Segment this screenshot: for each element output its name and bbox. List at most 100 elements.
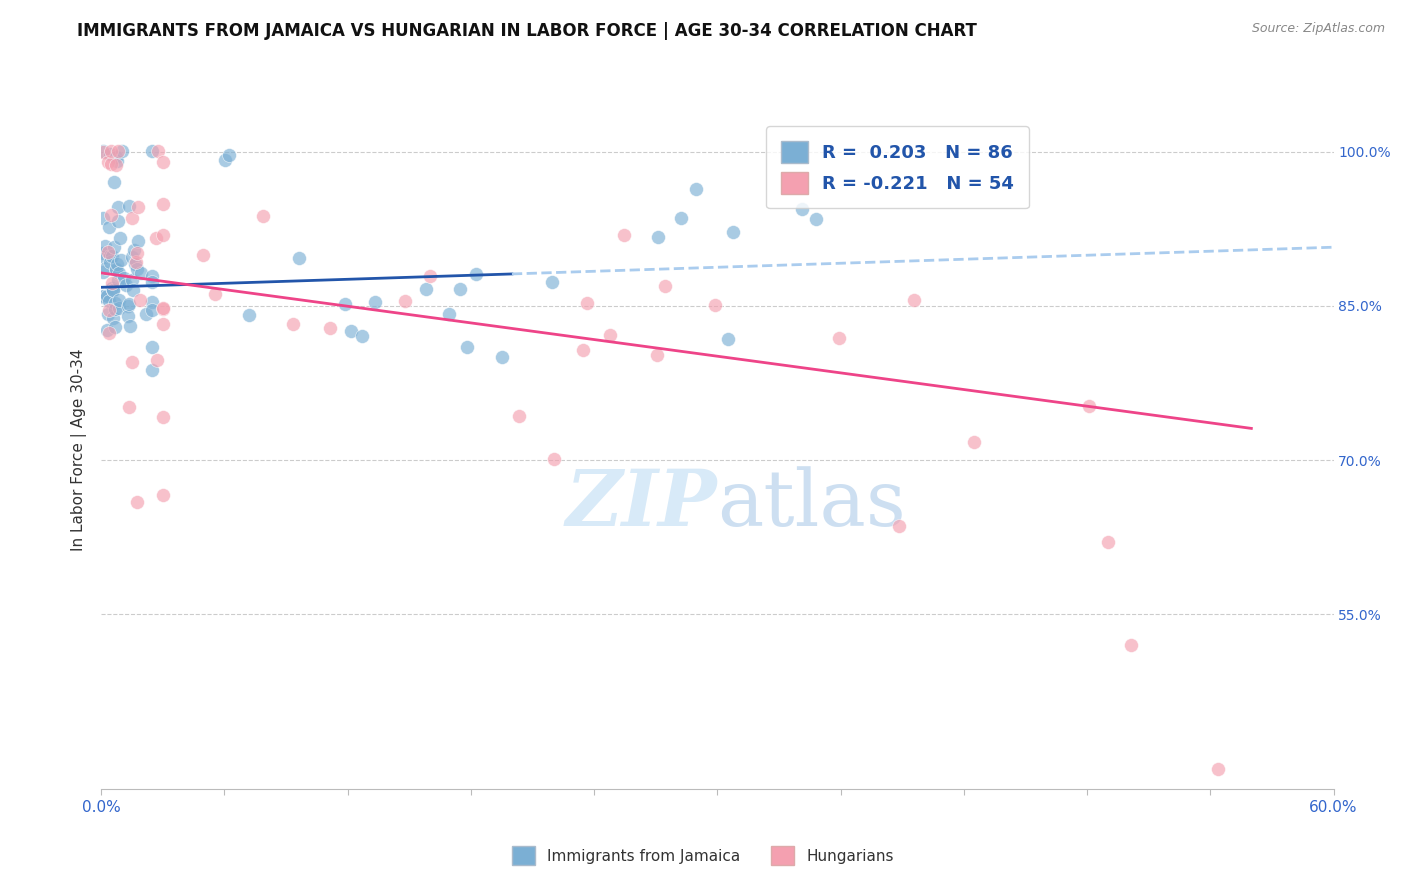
Point bbox=[449, 282, 471, 296]
Point bbox=[1206, 762, 1229, 776]
Point bbox=[903, 293, 925, 307]
Point bbox=[146, 144, 169, 158]
Point bbox=[669, 211, 692, 225]
Point bbox=[333, 297, 356, 311]
Point bbox=[98, 303, 121, 318]
Point bbox=[104, 301, 127, 316]
Point bbox=[91, 211, 114, 225]
Point bbox=[97, 326, 120, 340]
Point bbox=[120, 318, 142, 333]
Point bbox=[152, 301, 174, 316]
Point bbox=[508, 409, 530, 423]
Point bbox=[97, 293, 120, 308]
Point bbox=[121, 355, 143, 369]
Point bbox=[647, 348, 669, 362]
Point bbox=[127, 245, 149, 260]
Point bbox=[576, 296, 599, 310]
Text: Source: ZipAtlas.com: Source: ZipAtlas.com bbox=[1251, 22, 1385, 36]
Point bbox=[118, 198, 141, 212]
Point bbox=[465, 268, 488, 282]
Point bbox=[91, 246, 114, 260]
Point bbox=[141, 275, 163, 289]
Point bbox=[117, 299, 139, 313]
Point bbox=[97, 154, 120, 169]
Point bbox=[887, 518, 910, 533]
Point bbox=[105, 257, 128, 271]
Point bbox=[129, 293, 152, 307]
Point bbox=[117, 310, 139, 324]
Point bbox=[101, 283, 124, 297]
Point bbox=[287, 251, 309, 265]
Point bbox=[152, 317, 174, 331]
Point bbox=[152, 155, 174, 169]
Point bbox=[717, 332, 740, 346]
Point bbox=[647, 230, 669, 244]
Point bbox=[107, 144, 129, 158]
Point bbox=[98, 249, 121, 263]
Point bbox=[141, 268, 163, 283]
Point bbox=[218, 148, 240, 162]
Point bbox=[103, 240, 125, 254]
Point bbox=[124, 255, 146, 269]
Point bbox=[135, 307, 157, 321]
Point bbox=[572, 343, 595, 357]
Point bbox=[93, 239, 115, 253]
Text: atlas: atlas bbox=[717, 467, 905, 542]
Point bbox=[350, 329, 373, 343]
Point bbox=[152, 301, 174, 315]
Point bbox=[107, 272, 129, 286]
Point bbox=[110, 253, 132, 268]
Point bbox=[121, 211, 143, 226]
Point bbox=[104, 295, 127, 310]
Point bbox=[141, 295, 163, 310]
Point bbox=[108, 293, 131, 307]
Point bbox=[152, 196, 174, 211]
Point bbox=[319, 320, 342, 334]
Point bbox=[339, 324, 361, 338]
Point bbox=[100, 254, 122, 268]
Point bbox=[103, 175, 125, 189]
Point bbox=[141, 363, 163, 377]
Point bbox=[91, 289, 114, 303]
Point bbox=[105, 157, 128, 171]
Point bbox=[127, 494, 149, 508]
Point bbox=[613, 227, 636, 242]
Point bbox=[111, 144, 134, 158]
Legend: R =  0.203   N = 86, R = -0.221   N = 54: R = 0.203 N = 86, R = -0.221 N = 54 bbox=[766, 127, 1029, 208]
Point bbox=[541, 275, 564, 289]
Legend: Immigrants from Jamaica, Hungarians: Immigrants from Jamaica, Hungarians bbox=[506, 840, 900, 871]
Point bbox=[100, 157, 122, 171]
Point bbox=[127, 200, 149, 214]
Point bbox=[101, 284, 124, 298]
Point bbox=[685, 181, 707, 195]
Point bbox=[141, 144, 163, 158]
Point bbox=[98, 220, 121, 235]
Point bbox=[204, 287, 226, 301]
Point bbox=[491, 351, 513, 365]
Point bbox=[394, 294, 416, 309]
Point bbox=[214, 153, 236, 168]
Point bbox=[703, 297, 725, 311]
Point bbox=[112, 271, 135, 285]
Point bbox=[121, 283, 143, 297]
Point bbox=[93, 250, 115, 264]
Point bbox=[146, 352, 169, 367]
Point bbox=[599, 328, 621, 343]
Point bbox=[129, 266, 152, 280]
Point bbox=[104, 261, 127, 276]
Point bbox=[100, 144, 122, 158]
Point bbox=[127, 262, 149, 277]
Point bbox=[96, 289, 118, 303]
Point bbox=[804, 211, 827, 226]
Point bbox=[108, 266, 131, 280]
Point bbox=[654, 279, 676, 293]
Point bbox=[124, 243, 146, 257]
Point bbox=[105, 150, 128, 164]
Point bbox=[141, 341, 163, 355]
Point bbox=[118, 297, 141, 311]
Point bbox=[152, 409, 174, 424]
Point bbox=[1119, 638, 1142, 652]
Point bbox=[101, 311, 124, 326]
Point bbox=[152, 228, 174, 243]
Point bbox=[107, 213, 129, 227]
